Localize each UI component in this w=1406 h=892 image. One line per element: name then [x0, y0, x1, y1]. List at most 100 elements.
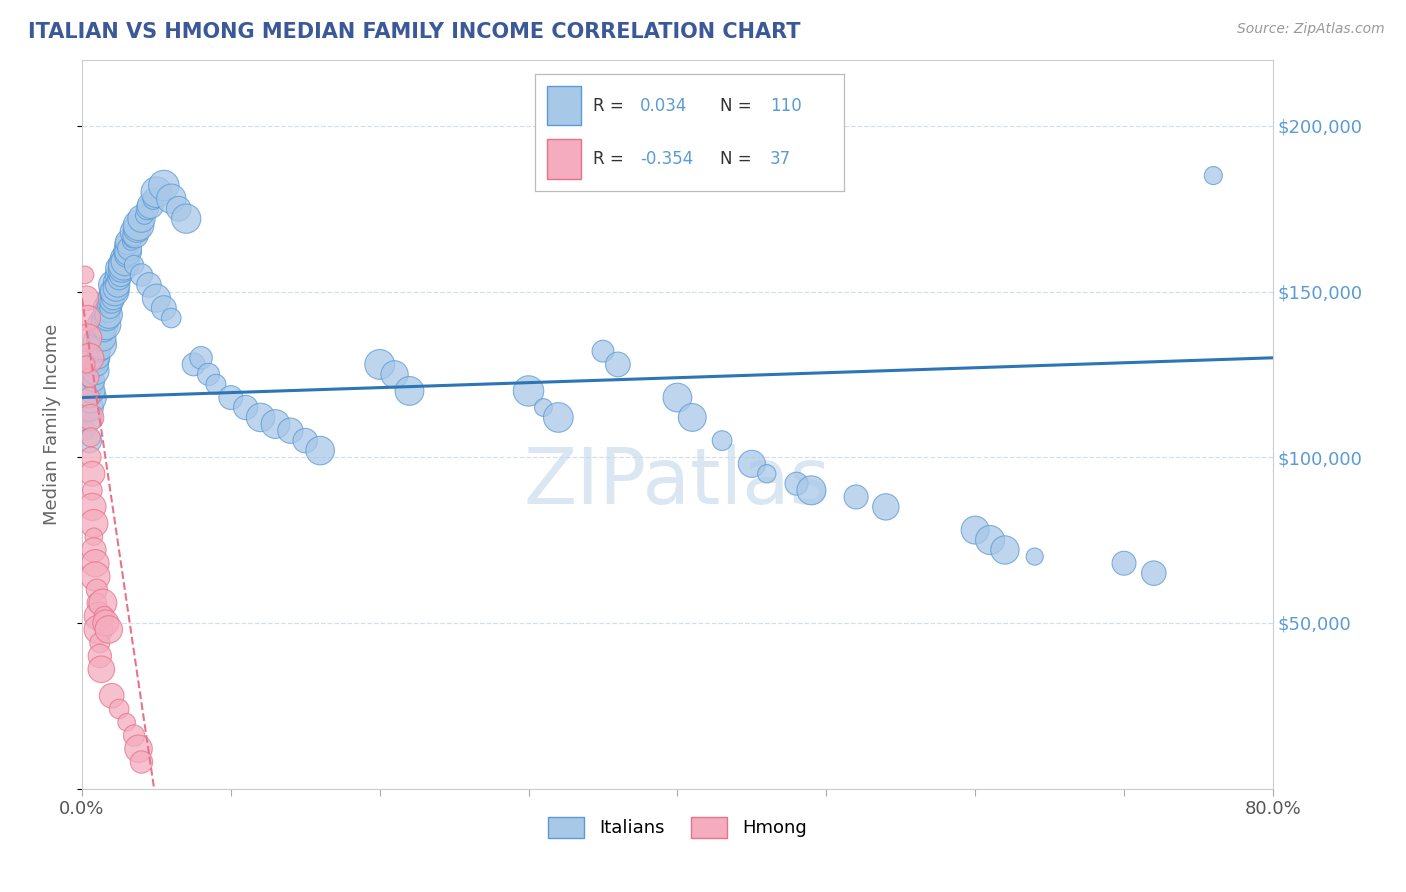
Point — [87, 351, 110, 365]
Point — [83, 543, 105, 558]
Point — [79, 434, 101, 448]
Point — [1202, 169, 1225, 183]
Point — [134, 208, 156, 222]
Point — [104, 275, 127, 289]
Point — [122, 258, 145, 272]
Point — [755, 467, 778, 481]
Point — [606, 358, 628, 372]
Point — [86, 358, 108, 372]
Point — [219, 391, 242, 405]
Point — [80, 377, 103, 392]
Point — [84, 556, 107, 570]
Point — [87, 334, 110, 349]
Point — [108, 261, 131, 276]
Point — [97, 308, 120, 322]
Point — [533, 401, 555, 415]
Point — [111, 252, 134, 266]
Point — [75, 424, 97, 438]
Point — [86, 344, 108, 359]
Point — [77, 410, 100, 425]
Point — [190, 351, 212, 365]
Point — [89, 636, 111, 650]
Point — [121, 231, 143, 245]
Point — [398, 384, 420, 398]
Point — [122, 225, 145, 239]
Point — [84, 569, 107, 583]
Point — [98, 291, 121, 305]
Point — [125, 221, 148, 235]
Point — [174, 211, 197, 226]
Point — [136, 202, 159, 216]
Point — [79, 391, 101, 405]
Point — [104, 285, 127, 299]
Point — [1024, 549, 1046, 564]
Y-axis label: Median Family Income: Median Family Income — [44, 324, 60, 524]
Point — [86, 596, 108, 610]
Point — [264, 417, 287, 431]
Point — [79, 351, 101, 365]
Point — [89, 344, 111, 359]
Point — [139, 198, 162, 212]
Point — [83, 358, 105, 372]
Point — [592, 344, 614, 359]
Point — [94, 304, 117, 318]
Point — [90, 337, 112, 351]
Point — [80, 391, 103, 405]
Point — [75, 291, 97, 305]
Point — [131, 268, 153, 282]
Point — [517, 384, 540, 398]
Point — [117, 235, 139, 249]
Point — [100, 294, 122, 309]
Point — [90, 662, 112, 676]
Point — [114, 254, 136, 268]
Point — [96, 311, 118, 326]
Point — [153, 178, 176, 193]
Point — [103, 277, 125, 292]
Point — [84, 364, 107, 378]
Point — [84, 351, 107, 365]
Point — [128, 219, 150, 233]
Point — [117, 244, 139, 259]
Point — [741, 457, 763, 471]
Point — [80, 410, 103, 425]
Point — [91, 318, 114, 332]
Text: ITALIAN VS HMONG MEDIAN FAMILY INCOME CORRELATION CHART: ITALIAN VS HMONG MEDIAN FAMILY INCOME CO… — [28, 22, 800, 42]
Point — [1143, 566, 1166, 581]
Point — [167, 202, 190, 216]
Point — [75, 358, 97, 372]
Point — [183, 358, 205, 372]
Point — [93, 311, 115, 326]
Point — [94, 615, 117, 630]
Point — [90, 324, 112, 338]
Point — [131, 755, 153, 769]
Point — [309, 443, 332, 458]
Point — [160, 311, 183, 326]
Point — [96, 301, 118, 315]
Point — [875, 500, 897, 514]
Point — [108, 702, 131, 716]
Point — [93, 324, 115, 338]
Point — [711, 434, 734, 448]
Point — [280, 424, 302, 438]
Point — [82, 368, 104, 382]
Point — [120, 235, 142, 249]
Text: ZIPatlas: ZIPatlas — [524, 444, 831, 520]
Point — [145, 291, 167, 305]
Point — [249, 410, 271, 425]
Point — [83, 516, 105, 531]
Point — [82, 483, 104, 498]
Point — [112, 244, 135, 259]
Point — [83, 530, 105, 544]
Point — [107, 277, 129, 292]
Point — [105, 268, 128, 282]
Point — [153, 301, 176, 315]
Point — [110, 258, 132, 272]
Point — [115, 248, 138, 262]
Point — [112, 258, 135, 272]
Point — [160, 192, 183, 206]
Point — [138, 277, 160, 292]
Point — [80, 450, 103, 465]
Point — [97, 623, 120, 637]
Point — [89, 648, 111, 663]
Point — [384, 368, 406, 382]
